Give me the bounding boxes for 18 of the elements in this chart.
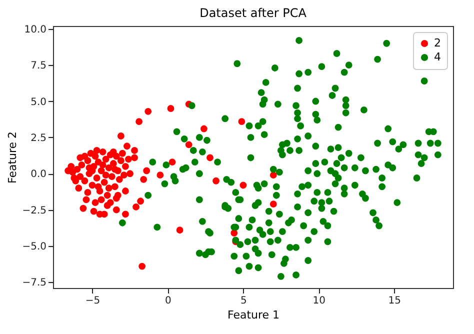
y-tick-label: −2.5 <box>22 205 46 216</box>
y-tick-label: −5.0 <box>22 242 46 253</box>
legend-label: 2 <box>434 36 441 50</box>
y-tick-label: 2.5 <box>30 132 46 144</box>
x-tick-label: 10 <box>312 296 326 306</box>
y-tick-label: 10.0 <box>24 24 46 36</box>
x-tick-label: 15 <box>388 296 401 306</box>
y-tick-label: 7.5 <box>30 60 46 72</box>
y-tick-label: 5.0 <box>30 96 46 108</box>
x-tick-label: 0 <box>165 296 172 306</box>
y-tick-label: 0.0 <box>30 169 46 180</box>
y-axis-title: Feature 2 <box>6 131 20 184</box>
chart-title: Dataset after PCA <box>200 6 308 20</box>
x-tick-label: 5 <box>240 296 247 306</box>
x-axis-title: Feature 1 <box>227 308 280 322</box>
x-tick-label: −5 <box>85 296 100 306</box>
y-tick-label: −7.5 <box>22 278 46 289</box>
legend-label: 4 <box>434 50 441 64</box>
